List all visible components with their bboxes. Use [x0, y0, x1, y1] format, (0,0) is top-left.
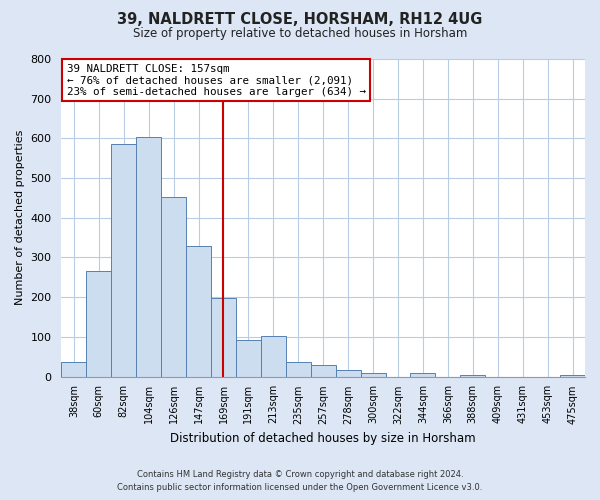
Bar: [236, 340, 261, 376]
Text: Contains HM Land Registry data © Crown copyright and database right 2024.
Contai: Contains HM Land Registry data © Crown c…: [118, 470, 482, 492]
X-axis label: Distribution of detached houses by size in Horsham: Distribution of detached houses by size …: [170, 432, 476, 445]
Bar: [86, 272, 111, 376]
Bar: [186, 246, 211, 376]
Bar: [460, 374, 485, 376]
Text: 39, NALDRETT CLOSE, HORSHAM, RH12 4UG: 39, NALDRETT CLOSE, HORSHAM, RH12 4UG: [118, 12, 482, 28]
Bar: [136, 137, 161, 376]
Bar: [111, 144, 136, 376]
Text: 39 NALDRETT CLOSE: 157sqm
← 76% of detached houses are smaller (2,091)
23% of se: 39 NALDRETT CLOSE: 157sqm ← 76% of detac…: [67, 64, 365, 97]
Bar: [161, 197, 186, 376]
Bar: [361, 372, 386, 376]
Bar: [261, 336, 286, 376]
Bar: [211, 298, 236, 376]
Text: Size of property relative to detached houses in Horsham: Size of property relative to detached ho…: [133, 28, 467, 40]
Bar: [335, 370, 361, 376]
Y-axis label: Number of detached properties: Number of detached properties: [15, 130, 25, 306]
Bar: [311, 364, 335, 376]
Bar: [61, 362, 86, 376]
Bar: [560, 374, 585, 376]
Bar: [410, 374, 436, 376]
Bar: [286, 362, 311, 376]
